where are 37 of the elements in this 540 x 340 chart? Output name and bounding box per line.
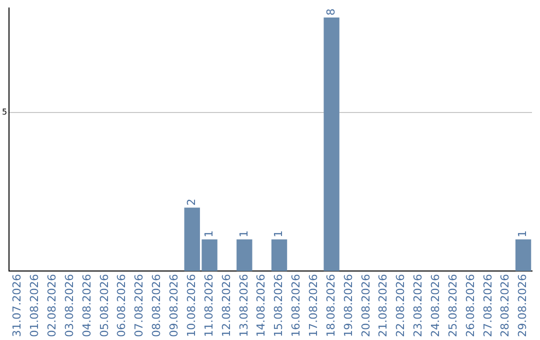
- x-tick-label: 05.08.2026: [98, 274, 111, 338]
- x-tick-label: 09.08.2026: [168, 274, 181, 338]
- x-tick-label: 24.08.2026: [428, 274, 442, 338]
- x-tick-label: 16.08.2026: [290, 274, 303, 338]
- y-tick-label: 5: [2, 108, 8, 117]
- data-label: 1: [272, 230, 286, 238]
- x-tick-label: 26.08.2026: [464, 274, 477, 338]
- x-tick-label: 28.08.2026: [498, 274, 512, 338]
- x-tick-label: 04.08.2026: [80, 274, 94, 338]
- x-tick-label: 01.08.2026: [28, 274, 42, 338]
- x-tick-label: 31.07.2026: [10, 274, 24, 338]
- x-tick-label: 13.08.2026: [237, 274, 250, 338]
- x-tick-label: 20.08.2026: [359, 274, 372, 338]
- x-tick-label: 12.08.2026: [220, 274, 233, 338]
- x-tick-label: 25.08.2026: [446, 274, 460, 338]
- x-tick-label: 19.08.2026: [342, 274, 355, 338]
- x-tick-label: 02.08.2026: [46, 274, 59, 338]
- x-tick-label: 23.08.2026: [412, 274, 425, 338]
- data-label: 2: [184, 198, 198, 206]
- x-tick-label: 03.08.2026: [62, 274, 76, 338]
- x-tick-label: 27.08.2026: [481, 274, 494, 338]
- x-tick-label: 18.08.2026: [324, 274, 338, 338]
- data-label: 1: [516, 230, 530, 238]
- x-tick-label: 11.08.2026: [202, 274, 216, 338]
- x-tick-label: 17.08.2026: [306, 274, 320, 338]
- x-tick-label: 22.08.2026: [394, 274, 408, 338]
- x-tick-label: 29.08.2026: [516, 274, 530, 338]
- data-label: 1: [202, 230, 216, 238]
- x-tick-label: 08.08.2026: [150, 274, 164, 338]
- x-tick-label: 21.08.2026: [376, 274, 390, 338]
- x-tick-label: 15.08.2026: [272, 274, 286, 338]
- x-tick-label: 06.08.2026: [115, 274, 128, 338]
- x-tick-label: 07.08.2026: [132, 274, 146, 338]
- x-tick-label: 10.08.2026: [184, 274, 198, 338]
- x-tick-label: 14.08.2026: [254, 274, 268, 338]
- data-label: 1: [237, 230, 250, 238]
- data-label: 8: [324, 8, 338, 16]
